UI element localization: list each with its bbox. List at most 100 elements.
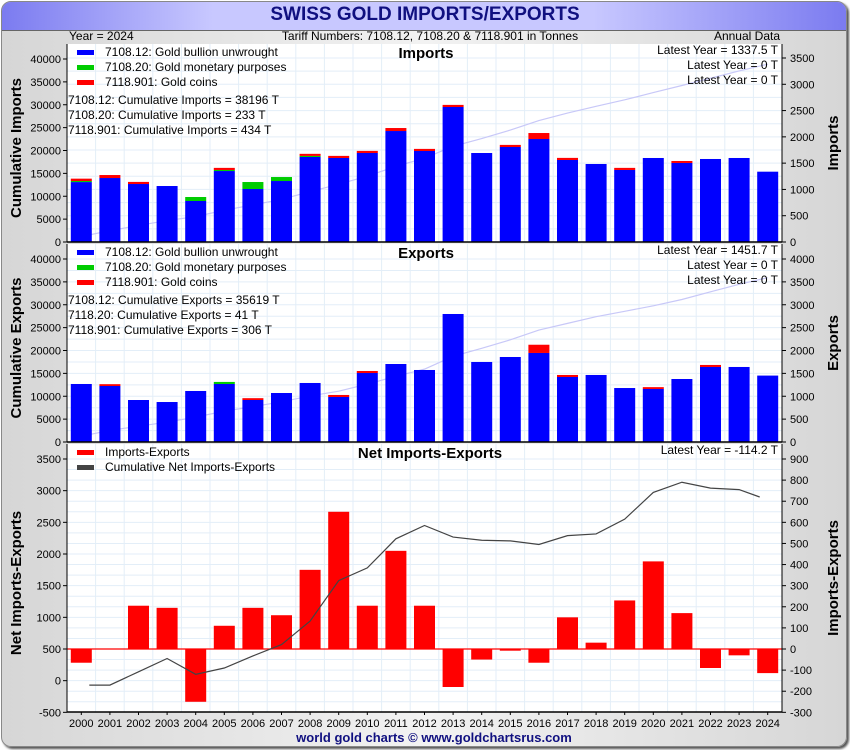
imports-bar-bullion-2016 (528, 139, 550, 242)
imports-left-tick-label: 10000 (30, 191, 61, 203)
net-left-tick-label: 2500 (37, 517, 61, 529)
x-tick-label-2007: 2007 (269, 718, 293, 730)
exports-left-tick-label: 40000 (30, 254, 61, 266)
net-right-tick-label: 500 (790, 538, 808, 550)
exports-legend-swatch (77, 265, 94, 270)
imports-bar-bullion-2010 (356, 152, 378, 242)
exports-bar-monetary-2005 (213, 381, 235, 384)
net-left-tick-label: 3000 (37, 486, 61, 498)
net-left-tick-label: 1500 (37, 581, 61, 593)
exports-bar-bullion-2015 (499, 356, 521, 442)
exports-bar-bullion-2024 (757, 375, 779, 442)
net-right-tick-label: 300 (790, 581, 808, 593)
imports-bar-bullion-2008 (299, 156, 321, 242)
imports-left-tick-label: 5000 (37, 214, 61, 226)
imports-latest-label: Latest Year = 0 T (687, 73, 779, 87)
imports-bar-monetary-2005 (213, 169, 235, 172)
imports-bar-bullion-2017 (557, 159, 578, 242)
x-tick-label-2021: 2021 (670, 718, 694, 730)
imports-bar-coins-2012 (414, 148, 435, 151)
imports-bar-monetary-2000 (70, 181, 92, 183)
exports-bar-bullion-2004 (185, 390, 207, 442)
imports-bar-bullion-2011 (385, 131, 407, 242)
exports-bar-bullion-2000 (70, 383, 92, 442)
x-tick-label-2010: 2010 (355, 718, 379, 730)
imports-right-tick-label: 2500 (790, 106, 814, 118)
exports-left-axis-title: Cumulative Exports (8, 278, 25, 419)
x-tick-label-2002: 2002 (126, 718, 150, 730)
net-bar-2023 (728, 649, 750, 656)
exports-bar-bullion-2023 (728, 366, 750, 442)
exports-right-tick-label: 1000 (790, 391, 814, 403)
imports-bar-monetary-2006 (242, 182, 264, 190)
imports-bar-bullion-2012 (414, 150, 435, 242)
imports-left-tick-label: 0 (55, 237, 61, 249)
x-tick-label-2014: 2014 (469, 718, 493, 730)
imports-bar-coins-2002 (128, 181, 149, 185)
x-tick-label-2006: 2006 (241, 718, 265, 730)
net-right-tick-label: 800 (790, 475, 808, 487)
exports-legend-swatch (77, 280, 94, 285)
net-bar-2008 (299, 569, 321, 649)
imports-panel-title: Imports (398, 45, 453, 62)
x-tick-label-2005: 2005 (212, 718, 236, 730)
net-legend-label: Imports-Exports (105, 445, 190, 459)
net-right-tick-label: -200 (790, 686, 812, 698)
exports-right-tick-label: 2000 (790, 346, 814, 358)
exports-bar-bullion-2018 (585, 374, 607, 442)
exports-bar-coins-2022 (700, 364, 721, 367)
x-tick-label-2001: 2001 (98, 718, 122, 730)
imports-bar-bullion-2004 (185, 200, 207, 242)
x-tick-label-2009: 2009 (326, 718, 350, 730)
x-tick-label-2022: 2022 (698, 718, 722, 730)
imports-bar-bullion-2007 (271, 181, 292, 242)
exports-panel-title: Exports (398, 245, 454, 262)
imports-bar-bullion-2003 (156, 186, 178, 242)
exports-bar-bullion-2001 (99, 386, 121, 442)
net-left-tick-label: 3500 (37, 454, 61, 466)
x-tick-label-2012: 2012 (412, 718, 436, 730)
x-tick-label-2016: 2016 (527, 718, 551, 730)
chart-title: SWISS GOLD IMPORTS/EXPORTS (270, 4, 580, 25)
x-tick-label-2017: 2017 (555, 718, 579, 730)
imports-bar-coins-2009 (328, 155, 350, 158)
exports-bar-bullion-2013 (442, 313, 464, 442)
imports-bar-monetary-2007 (271, 177, 292, 182)
net-bar-2024 (757, 649, 779, 674)
exports-bar-bullion-2010 (356, 373, 378, 442)
imports-bar-coins-2013 (442, 104, 464, 107)
imports-cumulative-note: 7108.12: Cumulative Imports = 38196 T (68, 93, 280, 107)
net-bar-2013 (442, 649, 464, 687)
x-tick-label-2011: 2011 (384, 718, 408, 730)
exports-right-tick-label: 3500 (790, 277, 814, 289)
exports-bar-coins-2016 (528, 344, 550, 353)
x-tick-label-2000: 2000 (69, 718, 93, 730)
imports-bar-bullion-2018 (585, 163, 607, 242)
imports-bar-bullion-2001 (99, 178, 121, 242)
exports-bar-bullion-2019 (614, 388, 636, 442)
imports-left-tick-label: 20000 (30, 146, 61, 158)
net-panel-title: Net Imports-Exports (358, 445, 502, 462)
net-right-axis-title: Imports-Exports (825, 520, 842, 636)
net-left-tick-label: -500 (39, 707, 61, 719)
exports-left-tick-label: 30000 (30, 300, 61, 312)
imports-left-tick-label: 35000 (30, 77, 61, 89)
net-left-tick-label: 500 (43, 644, 61, 656)
imports-right-tick-label: 3500 (790, 53, 814, 65)
net-bar-2017 (557, 617, 578, 649)
x-tick-label-2015: 2015 (498, 718, 522, 730)
imports-latest-label: Latest Year = 0 T (687, 58, 779, 72)
net-legend-label: Cumulative Net Imports-Exports (105, 460, 275, 474)
exports-left-tick-label: 25000 (30, 323, 61, 335)
net-left-tick-label: 0 (55, 676, 61, 688)
exports-cumulative-note: 7118.20: Cumulative Exports = 41 T (68, 308, 259, 322)
net-bar-2012 (414, 605, 435, 649)
exports-bar-coins-2020 (642, 387, 664, 389)
x-tick-label-2019: 2019 (612, 718, 636, 730)
imports-right-tick-label: 0 (790, 237, 796, 249)
exports-right-tick-label: 4000 (790, 254, 814, 266)
imports-legend-label: 7108.20: Gold monetary purposes (105, 60, 286, 74)
net-right-tick-label: 900 (790, 454, 808, 466)
exports-bar-bullion-2021 (671, 379, 693, 442)
net-bar-2016 (528, 649, 550, 663)
